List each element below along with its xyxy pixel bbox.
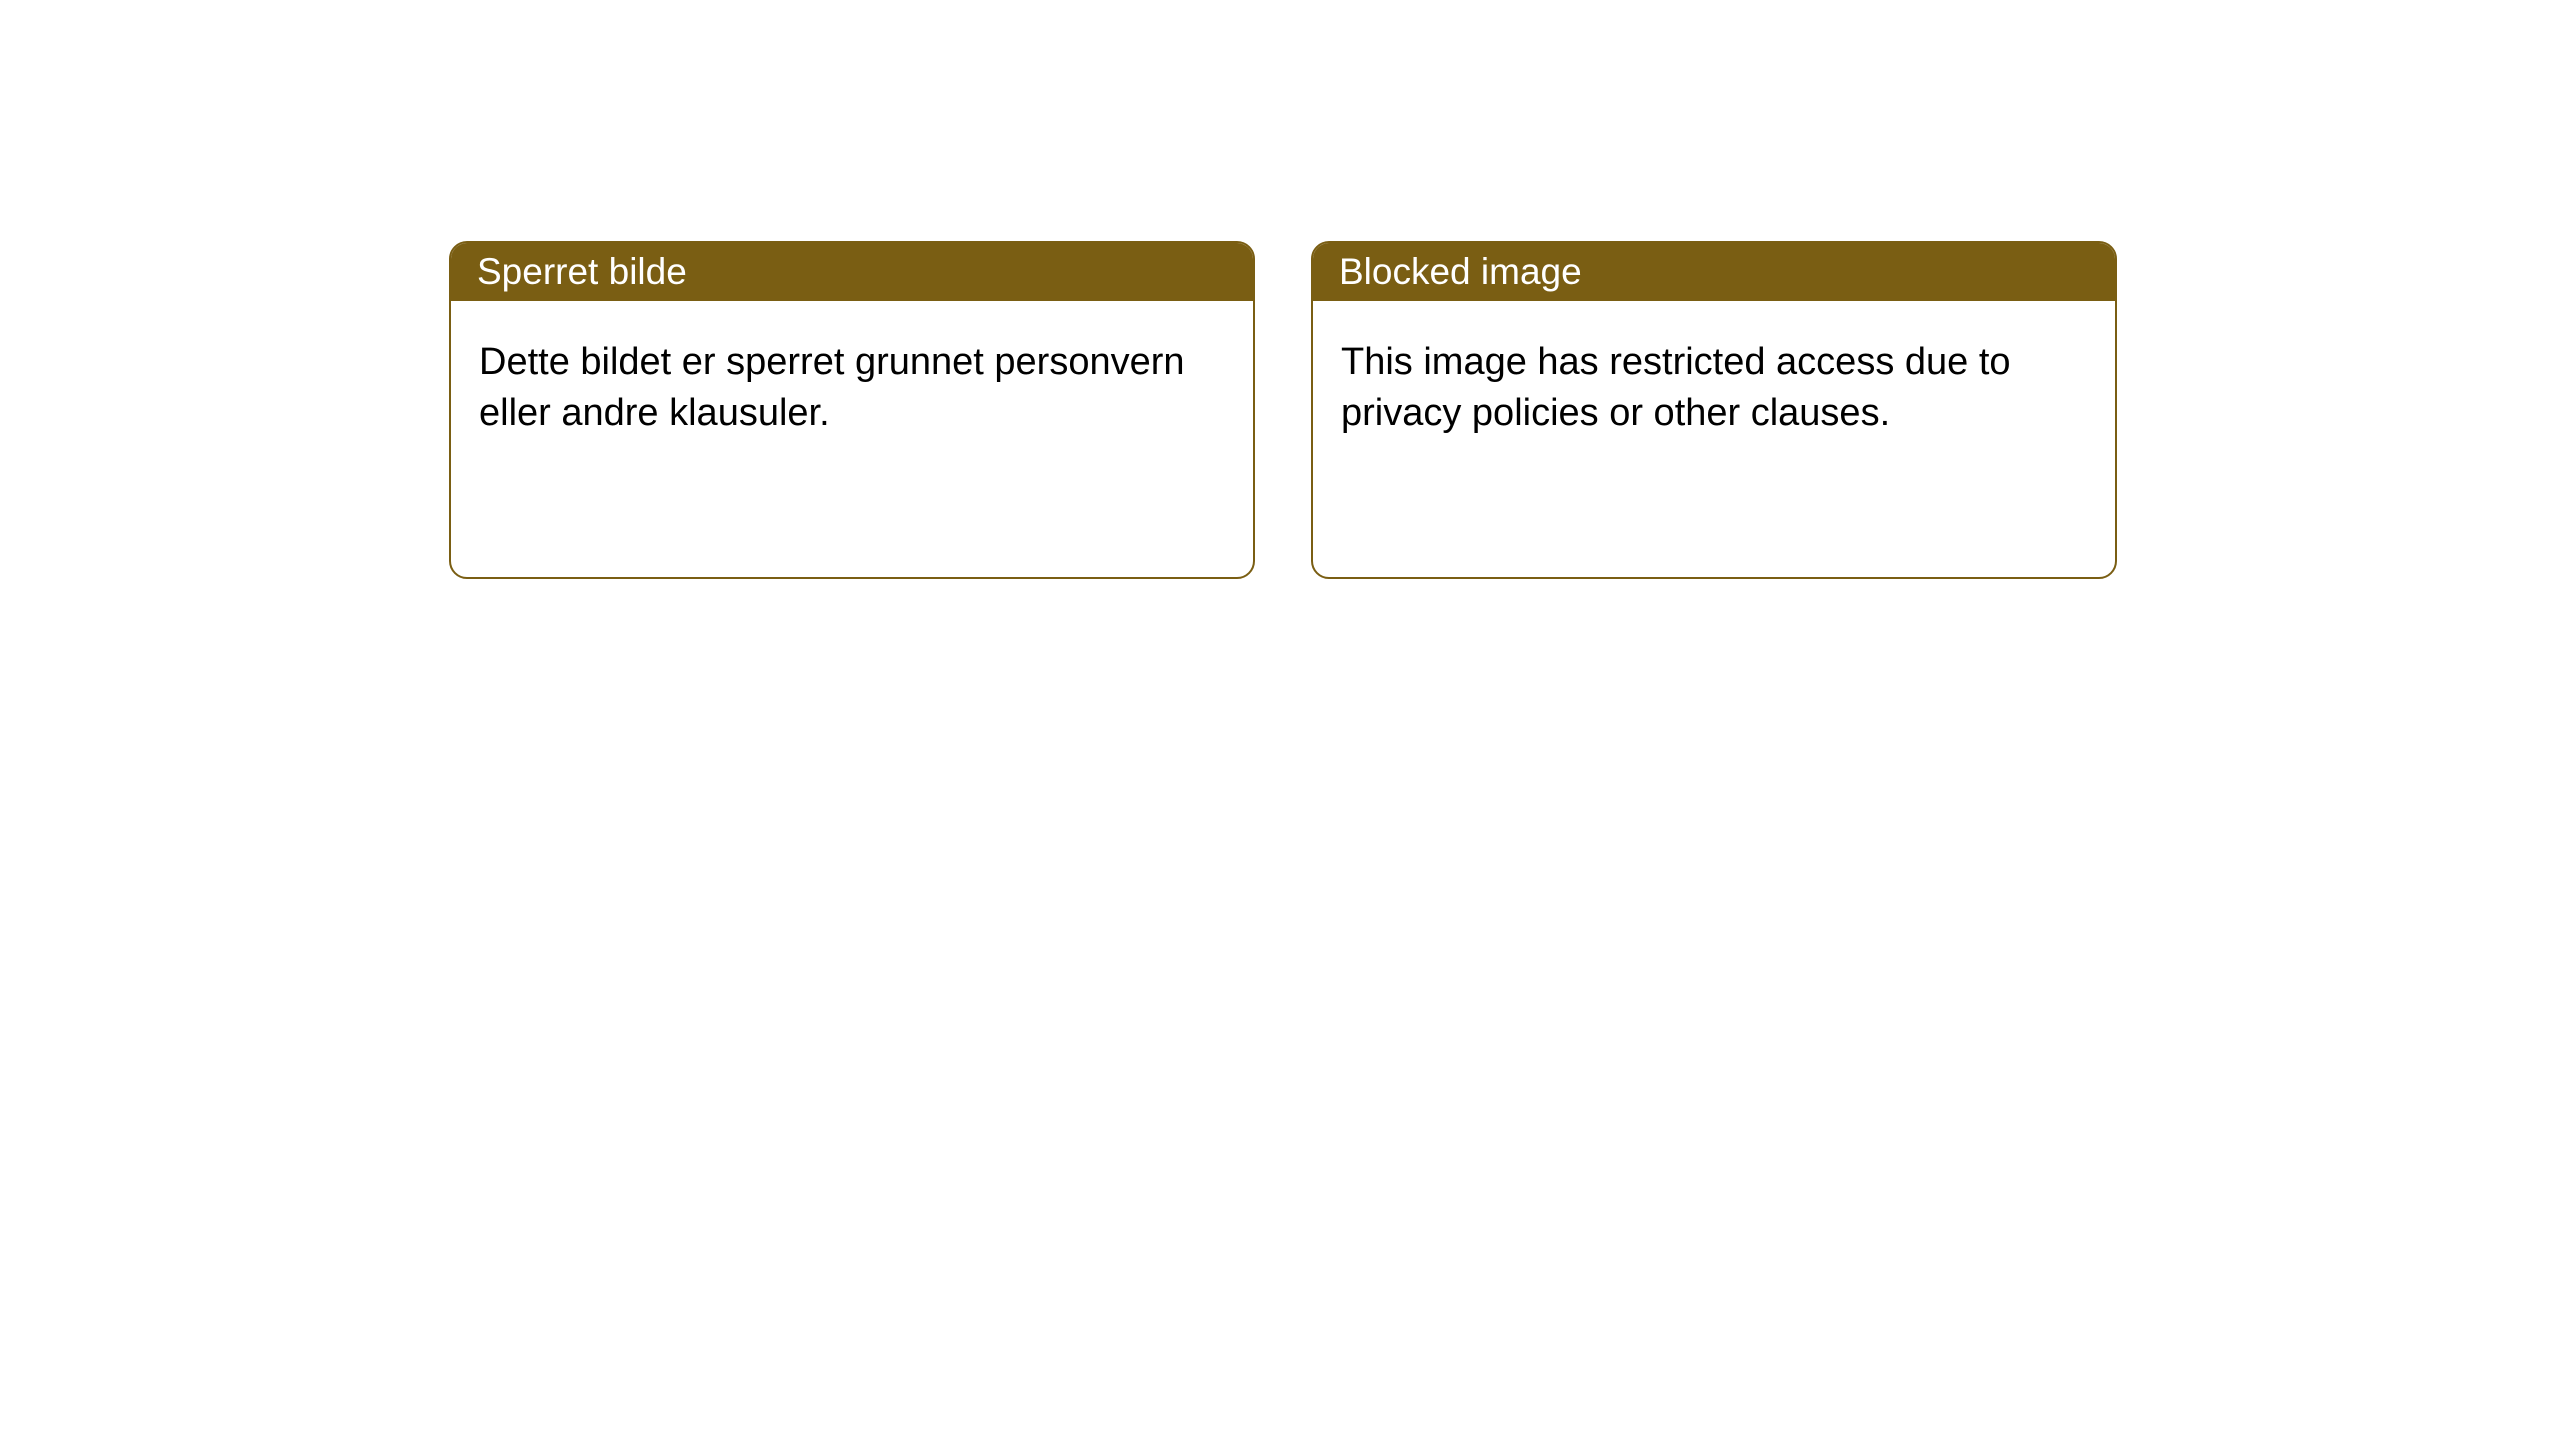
card-body-en: This image has restricted access due to …: [1313, 301, 2115, 476]
card-header-no: Sperret bilde: [451, 243, 1253, 301]
blocked-image-card-no: Sperret bilde Dette bildet er sperret gr…: [449, 241, 1255, 579]
blocked-image-card-en: Blocked image This image has restricted …: [1311, 241, 2117, 579]
card-body-no: Dette bildet er sperret grunnet personve…: [451, 301, 1253, 476]
card-container: Sperret bilde Dette bildet er sperret gr…: [0, 0, 2560, 579]
card-header-en: Blocked image: [1313, 243, 2115, 301]
